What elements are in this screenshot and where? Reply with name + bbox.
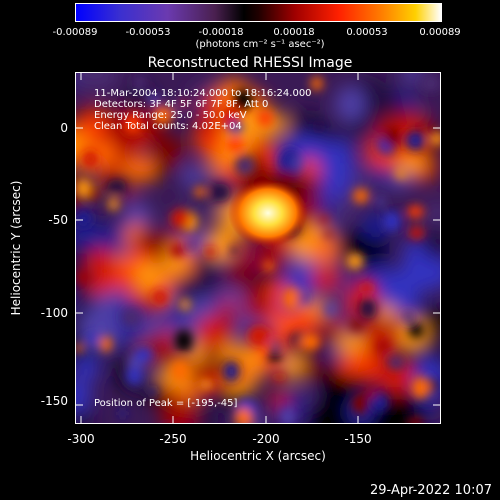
x-axis-label: Heliocentric X (arcsec) [190, 449, 326, 463]
y-axis-label: Heliocentric Y (arcsec) [9, 181, 23, 316]
x-tick-label: -250 [159, 432, 186, 446]
y-tick-label: -150 [41, 394, 68, 408]
x-tick-label: -150 [344, 432, 371, 446]
y-tick-label: -100 [41, 306, 68, 320]
y-tick-label: 0 [60, 121, 68, 135]
x-tick-label: -300 [67, 432, 94, 446]
x-tick-label: -200 [252, 432, 279, 446]
y-tick-label: -50 [48, 213, 68, 227]
render-date: 29-Apr-2022 10:07 [370, 483, 492, 498]
